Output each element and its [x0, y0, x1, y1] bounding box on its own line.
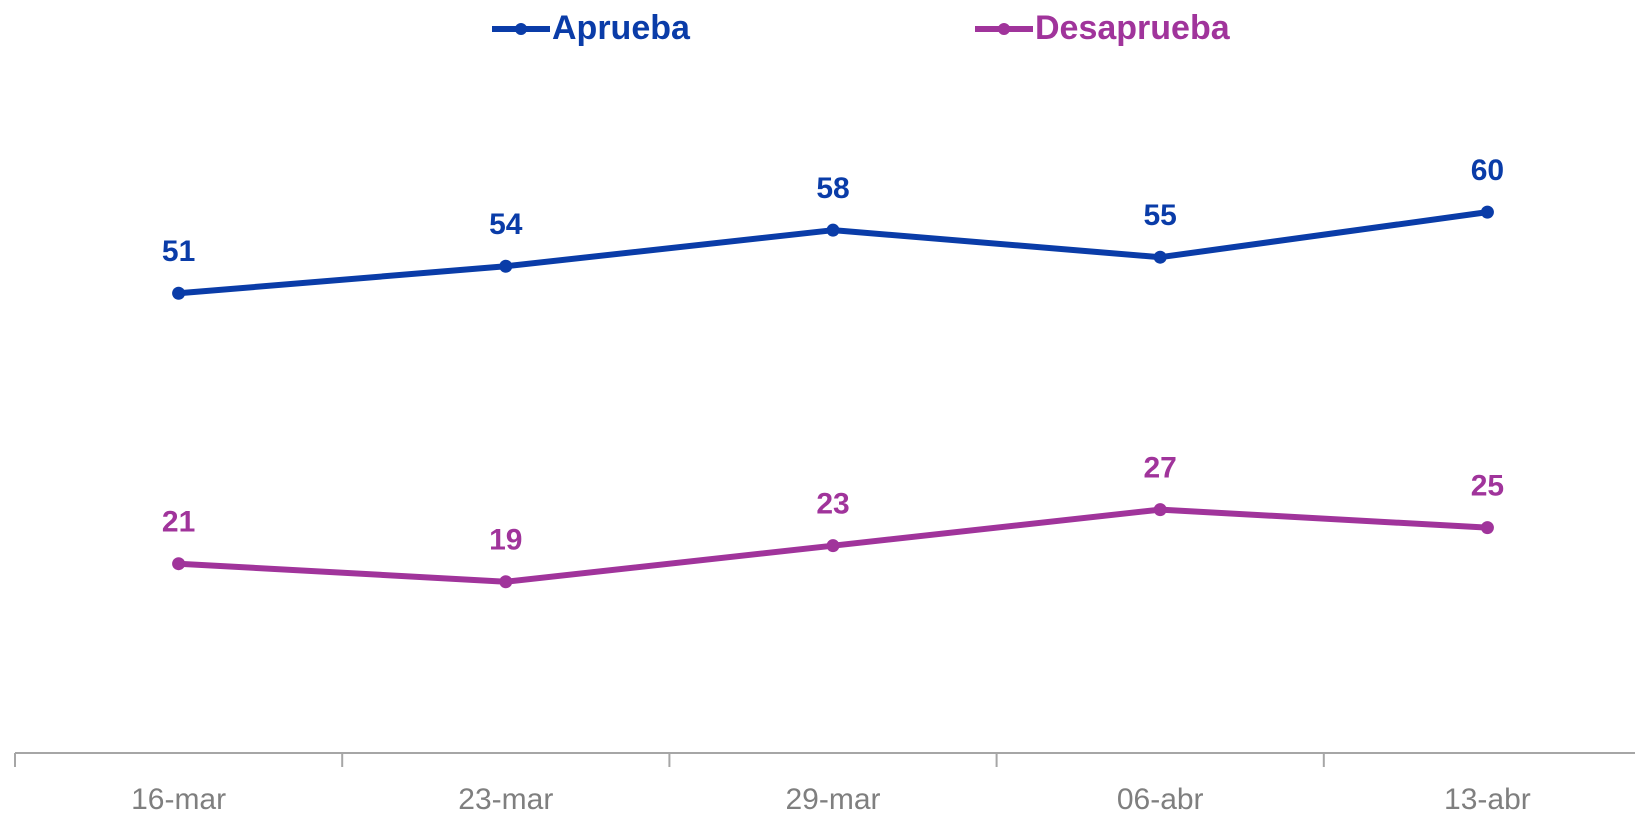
- x-tick-label: 16-mar: [131, 783, 226, 816]
- data-label: 19: [489, 524, 522, 557]
- legend-marker: [998, 23, 1010, 35]
- point: [1480, 521, 1494, 535]
- data-label: 21: [162, 506, 195, 539]
- data-label: 23: [816, 488, 849, 521]
- point: [1153, 250, 1167, 264]
- point: [499, 259, 513, 273]
- x-tick-label: 29-mar: [785, 783, 880, 816]
- data-label: 60: [1471, 154, 1504, 187]
- point: [172, 557, 186, 571]
- legend-marker: [515, 23, 527, 35]
- data-label: 54: [489, 208, 523, 241]
- point: [826, 539, 840, 553]
- x-tick-label: 06-abr: [1117, 783, 1204, 816]
- point: [499, 575, 513, 589]
- legend-label: Desaprueba: [1035, 9, 1231, 47]
- x-tick-label: 13-abr: [1444, 783, 1531, 816]
- data-label: 25: [1471, 470, 1504, 503]
- legend-label: Aprueba: [552, 9, 691, 47]
- data-label: 58: [816, 172, 849, 205]
- data-label: 55: [1144, 199, 1177, 232]
- point: [1480, 205, 1494, 219]
- x-tick-label: 23-mar: [458, 783, 553, 816]
- point: [172, 286, 186, 300]
- point: [826, 223, 840, 237]
- data-label: 51: [162, 235, 195, 268]
- data-label: 27: [1144, 452, 1177, 485]
- point: [1153, 503, 1167, 517]
